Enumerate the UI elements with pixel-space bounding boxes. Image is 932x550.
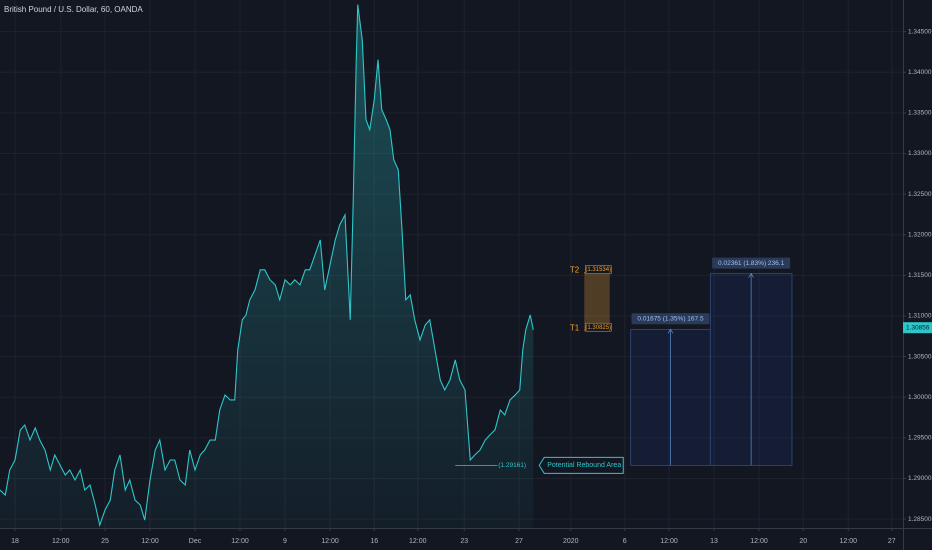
projection-label-box: [631, 313, 710, 325]
y-tick-label: 1.32500: [908, 191, 932, 198]
projection-label: 0.01675 (1.35%) 167.5: [637, 316, 704, 323]
y-tick-label: 1.33500: [908, 110, 932, 117]
x-tick-label: 12:00: [52, 538, 70, 545]
y-tick-label: 1.31000: [908, 313, 932, 320]
projection-label-box: [712, 257, 791, 269]
x-tick-label: 27: [515, 538, 523, 545]
y-tick-label: 1.30000: [908, 394, 932, 401]
y-tick-label: 1.32000: [908, 231, 932, 238]
x-tick-label: 16: [370, 538, 378, 545]
y-tick-label: 1.30500: [908, 353, 932, 360]
target-price-box: [585, 322, 612, 332]
x-tick-label: 12:00: [321, 538, 339, 545]
last-price-tag: [903, 322, 932, 334]
x-tick-label: 2020: [563, 538, 579, 545]
chart-title: British Pound / U.S. Dollar, 60, OANDA: [4, 5, 143, 14]
x-tick-label: 9: [283, 538, 287, 545]
x-tick-label: 13: [710, 538, 718, 545]
arrow-head: [667, 328, 674, 334]
y-tick-label: 1.29000: [908, 475, 932, 482]
y-tick-label: 1.28500: [908, 516, 932, 523]
x-tick-label: 12:00: [141, 538, 159, 545]
x-tick-label: 20: [799, 538, 807, 545]
x-tick-label: Dec: [189, 538, 202, 545]
callout-box: [538, 456, 624, 474]
support-price: (1.29161): [498, 462, 526, 469]
y-tick-label: 1.34500: [908, 28, 932, 35]
x-tick-label: 12:00: [409, 538, 427, 545]
target-price: (1.30825): [585, 325, 611, 331]
x-tick-label: 25: [101, 538, 109, 545]
x-tick-label: 12:00: [660, 538, 678, 545]
x-tick-label: 27: [888, 538, 896, 545]
x-tick-label: 12:00: [750, 538, 768, 545]
x-tick-label: 12:00: [231, 538, 249, 545]
arrow-head: [748, 272, 754, 278]
y-tick-label: 1.33000: [908, 150, 932, 157]
x-tick-label: 23: [460, 538, 468, 545]
y-tick-label: 1.29500: [908, 435, 932, 442]
y-tick-label: 1.34000: [908, 69, 932, 76]
x-tick-label: 18: [11, 538, 19, 545]
target-zone: [584, 272, 610, 331]
y-tick-label: 1.31500: [908, 272, 932, 279]
x-tick-label: 12:00: [839, 538, 857, 545]
target-name: T1: [570, 323, 580, 332]
last-price-label: 1.30856: [906, 324, 930, 331]
target-price: (1.31534): [585, 267, 611, 273]
x-tick-label: 6: [623, 538, 627, 545]
target-name: T2: [570, 266, 580, 275]
area-fill: [0, 4, 534, 528]
projection-label: 0.02361 (1.83%) 236.1: [718, 260, 785, 267]
price-line: [0, 4, 534, 528]
callout-text: Potential Rebound Area: [547, 462, 621, 469]
target-price-box: [585, 265, 612, 274]
